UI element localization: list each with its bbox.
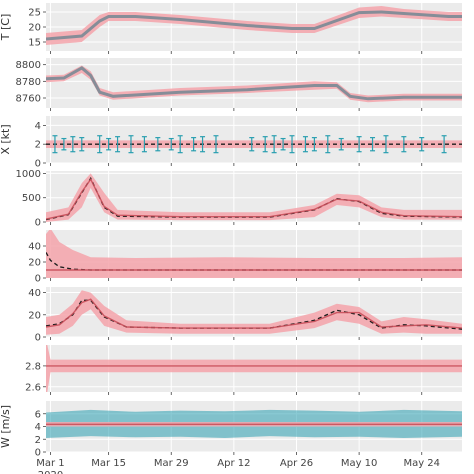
y-tick-label: 25 xyxy=(28,8,41,19)
error-bar xyxy=(70,136,76,153)
x-tick-label: Mar 15 xyxy=(91,458,126,469)
error-bar xyxy=(383,135,389,154)
y-tick-label: 0 xyxy=(35,333,41,344)
error-bar xyxy=(106,137,112,151)
panel-plot-area xyxy=(46,6,462,45)
y-tick-label: 0 xyxy=(35,448,41,459)
error-bar xyxy=(128,135,134,154)
error-bar xyxy=(271,135,277,154)
y-tick-label: 4 xyxy=(35,422,41,433)
y-tick-label: 40 xyxy=(28,288,41,299)
y-tick-label: 8780 xyxy=(16,77,41,88)
series-line xyxy=(46,177,462,220)
panel-7: 2.6 2.8 xyxy=(25,345,462,395)
error-bar xyxy=(289,135,295,154)
y-tick-label: 15 xyxy=(28,38,41,49)
error-bar xyxy=(302,136,308,153)
dashed-series-line xyxy=(46,252,462,271)
error-bar xyxy=(401,136,407,153)
error-bar xyxy=(280,137,286,151)
panel-plot-area xyxy=(46,290,462,335)
y-tick-label: 8760 xyxy=(16,94,41,105)
y-tick-label: 0 xyxy=(35,159,41,170)
panel-4: 0 500 1000 xyxy=(16,169,462,229)
x-axis-labels: Mar 12020 Mar 15 Mar 29 Apr 12 Apr 26 May 10 M… xyxy=(36,458,440,474)
error-bar xyxy=(356,136,362,153)
y-tick-label: 4 xyxy=(35,121,41,132)
panel-1: 15 20 25 T [C] xyxy=(0,3,462,54)
series-line xyxy=(46,66,462,101)
x-tick-label: Mar 12020 xyxy=(36,458,64,474)
y-axis-label: T [C] xyxy=(0,14,12,41)
credible-interval-band xyxy=(46,230,462,278)
error-bar xyxy=(141,136,147,153)
error-bar xyxy=(325,135,331,154)
error-bar xyxy=(155,137,161,152)
panel-background xyxy=(46,116,462,163)
panel-8: 0 2 4 6 W [m/s] xyxy=(0,401,462,459)
y-tick-label: 2 xyxy=(35,140,41,151)
x-tick-label: Apr 26 xyxy=(280,458,313,469)
series-line xyxy=(46,10,462,41)
panel-5: 0 20 40 xyxy=(28,230,462,285)
y-tick-label: 500 xyxy=(22,193,41,204)
error-bar xyxy=(79,137,85,152)
error-bar xyxy=(338,137,344,151)
error-bar xyxy=(52,135,58,154)
error-bar xyxy=(262,136,268,153)
panel-6: 0 20 40 xyxy=(28,287,462,344)
y-tick-label: 20 xyxy=(28,258,41,269)
error-bar xyxy=(441,135,447,154)
credible-interval-band xyxy=(46,290,462,335)
y-tick-label: 0 xyxy=(35,274,41,285)
panel-plot-area xyxy=(46,409,462,438)
error-bar xyxy=(191,137,197,152)
y-tick-label: 2 xyxy=(35,435,41,446)
error-bar xyxy=(168,137,174,151)
series-line xyxy=(46,298,462,329)
error-bar xyxy=(213,135,219,154)
y-axis-label: X [kt] xyxy=(0,124,12,154)
panel-plot-area xyxy=(46,230,462,278)
y-tick-label: 8800 xyxy=(16,60,41,71)
error-bar xyxy=(419,137,425,152)
x-tick-label: Mar 29 xyxy=(154,458,189,469)
y-tick-label: 0 xyxy=(35,218,41,229)
x-tick-label: May 24 xyxy=(403,458,440,469)
y-tick-label: 1000 xyxy=(16,169,41,180)
panel-plot-area xyxy=(46,345,462,392)
panel-plot-area xyxy=(46,173,462,222)
y-tick-label: 6 xyxy=(35,409,41,420)
credible-interval-band xyxy=(46,345,462,392)
panel-2: 8760 8780 8800 xyxy=(16,58,462,111)
panel-3: 0 2 4 X [kt] xyxy=(0,116,462,170)
panel-plot-area xyxy=(46,135,462,154)
x-tick-label: Apr 12 xyxy=(217,458,250,469)
y-tick-label: 2.6 xyxy=(25,382,41,393)
y-tick-label: 20 xyxy=(28,310,41,321)
error-bar xyxy=(200,136,206,153)
error-bar xyxy=(61,137,67,151)
x-tick-label: May 10 xyxy=(341,458,378,469)
error-bar xyxy=(97,135,103,154)
credible-interval-band xyxy=(46,173,462,222)
error-bar xyxy=(177,135,183,154)
error-bar xyxy=(370,137,376,152)
error-bar xyxy=(311,137,317,152)
y-tick-label: 40 xyxy=(28,242,41,253)
error-bar xyxy=(115,136,121,153)
y-tick-label: 2.8 xyxy=(25,361,41,372)
credible-interval-band xyxy=(46,140,462,148)
y-axis-label: W [m/s] xyxy=(0,405,12,448)
y-tick-label: 20 xyxy=(28,23,41,34)
error-bar xyxy=(249,137,255,152)
panel-plot-area xyxy=(46,65,462,103)
